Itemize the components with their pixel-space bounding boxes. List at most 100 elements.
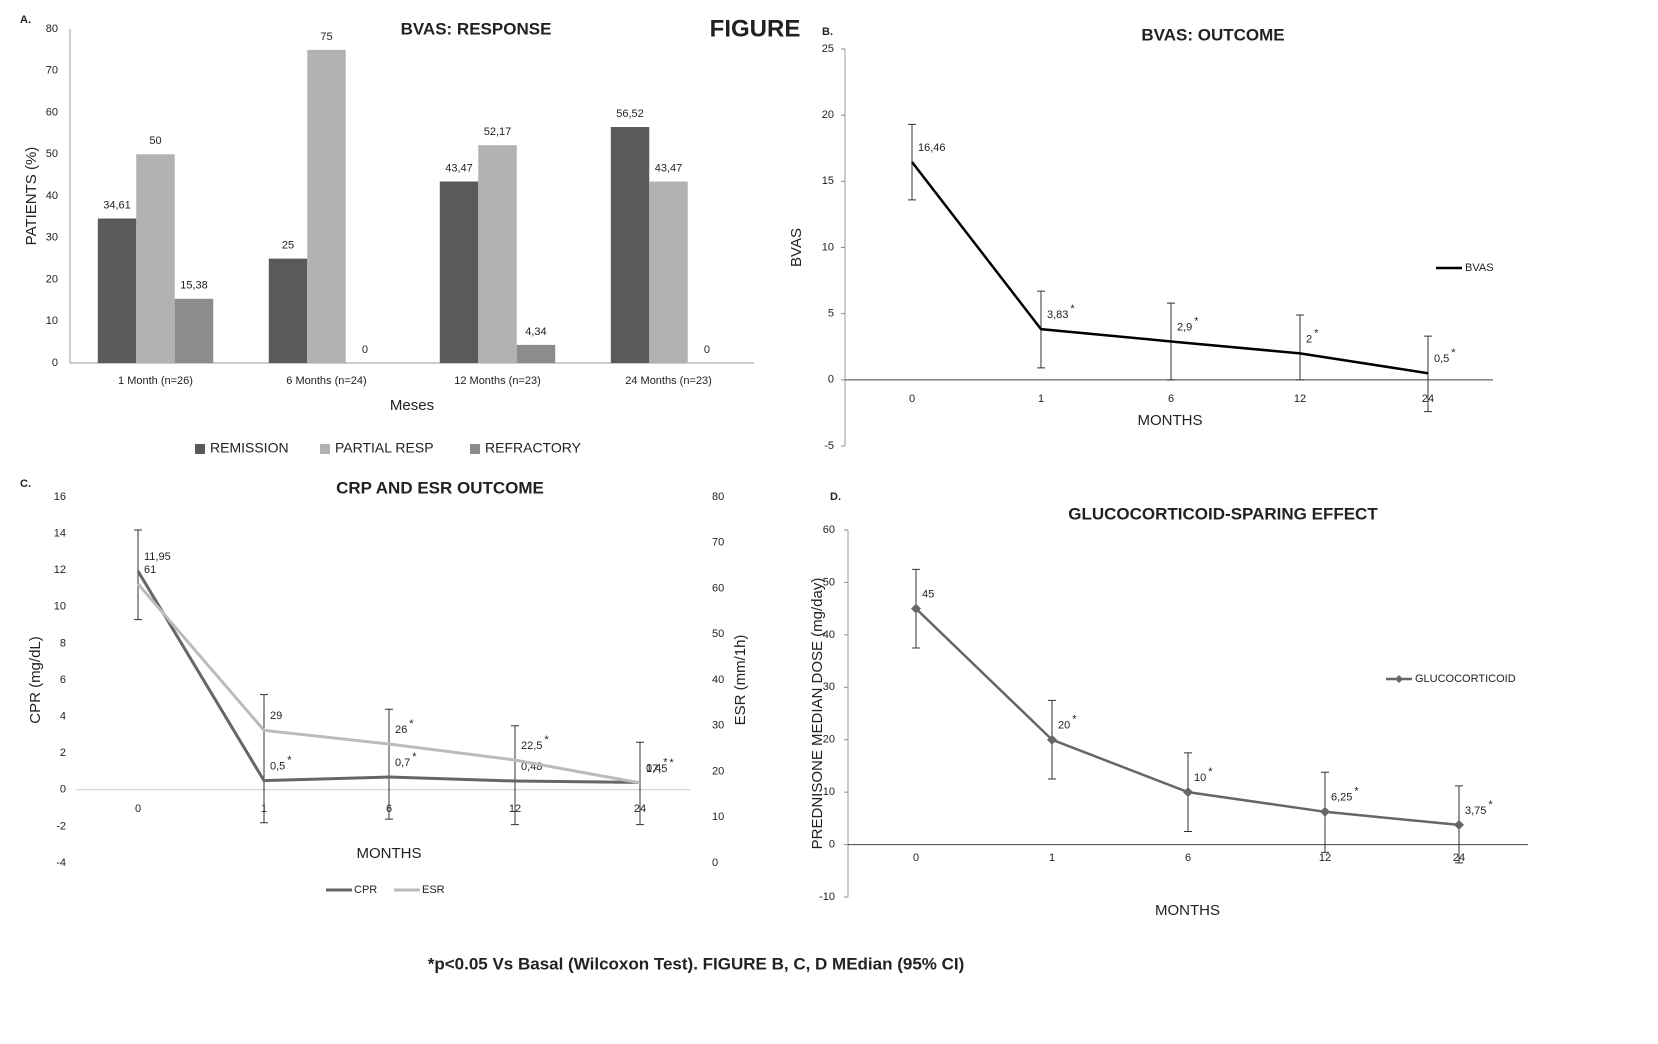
bar	[610, 127, 650, 364]
legend-label: ESR	[422, 884, 445, 896]
series-line	[136, 582, 641, 785]
x-axis-title: MONTHS	[1155, 902, 1220, 919]
legend-swatch	[320, 444, 330, 454]
value-label: 6,25	[1331, 792, 1352, 804]
marker	[911, 603, 921, 614]
error-bar	[134, 529, 142, 621]
panel-label: A.	[20, 14, 31, 26]
x-tick-label: 24 Months (n=23)	[625, 375, 712, 387]
significance-mark: *	[663, 756, 668, 768]
x-tick-label: 1 Month (n=26)	[118, 375, 193, 387]
chart-title: CRP AND ESR OUTCOME	[336, 478, 544, 497]
bar	[174, 298, 214, 363]
value-label: 0,7	[395, 757, 410, 769]
y-tick-label: -10	[819, 891, 835, 903]
value-label: 2	[1306, 333, 1312, 345]
bar	[97, 218, 137, 363]
chart-title: BVAS: RESPONSE	[401, 19, 552, 38]
y-axis-title: CPR (mg/dL)	[27, 636, 44, 724]
bar	[307, 49, 346, 363]
y2-axis-title: ESR (mm/1h)	[732, 635, 749, 726]
significance-mark: *	[1070, 303, 1075, 315]
y-tick-label: 12	[54, 564, 66, 576]
y-tick-label: 80	[712, 491, 724, 503]
error-bar	[636, 741, 644, 826]
y-tick-label: 70	[712, 537, 724, 549]
y-tick-label: 60	[712, 582, 724, 594]
x-tick-label: 1	[1038, 393, 1044, 405]
y-tick-label: -4	[56, 857, 66, 869]
x-tick-label: 12	[1294, 393, 1306, 405]
error-bar	[260, 694, 268, 824]
value-label: 61	[144, 564, 156, 576]
y-tick-label: 40	[712, 674, 724, 686]
y-tick-label: 2	[60, 747, 66, 759]
y-tick-label: 8	[60, 637, 66, 649]
significance-mark: *	[409, 718, 414, 730]
value-label: 11,95	[144, 551, 171, 563]
bar	[649, 181, 688, 363]
x-tick-label: 1	[1049, 852, 1055, 864]
marker	[1183, 787, 1193, 798]
value-label: 16,46	[918, 142, 946, 154]
y-axis-title: BVAS	[788, 228, 805, 267]
y-tick-label: 50	[823, 576, 835, 588]
y-tick-label: 20	[823, 734, 835, 746]
y-tick-label: 0	[829, 838, 835, 850]
value-label: 3,83	[1047, 309, 1068, 321]
significance-mark: *	[1194, 315, 1199, 327]
bar	[516, 344, 556, 363]
legend-label: REFRACTORY	[485, 440, 582, 456]
y-tick-label: 50	[46, 148, 58, 160]
value-label: 45	[922, 589, 934, 601]
value-label: 4,34	[525, 326, 546, 338]
series-line	[911, 161, 1429, 375]
value-label: 3,75	[1465, 805, 1486, 817]
y-tick-label: 20	[46, 273, 58, 285]
y-tick-label: 25	[822, 43, 834, 55]
y-axis-title: PATIENTS (%)	[23, 147, 40, 246]
significance-mark: *	[1314, 327, 1319, 339]
value-label: 15,38	[180, 280, 208, 292]
y-tick-label: 10	[54, 601, 66, 613]
y-tick-label: 30	[712, 720, 724, 732]
y-tick-label: 40	[46, 190, 58, 202]
x-tick-label: 6	[1185, 852, 1191, 864]
legend-label: REMISSION	[210, 440, 289, 456]
error-bar	[1296, 314, 1304, 381]
y-tick-label: -5	[824, 440, 834, 452]
y-tick-label: 5	[828, 308, 834, 320]
y-tick-label: 0	[52, 357, 58, 369]
y-tick-label: 10	[46, 315, 58, 327]
panel-label: B.	[822, 26, 833, 38]
y-tick-label: 70	[46, 65, 58, 77]
value-label: 17,5	[646, 763, 667, 775]
value-label: 10	[1194, 772, 1206, 784]
y-tick-label: 30	[823, 681, 835, 693]
y-tick-label: 40	[823, 629, 835, 641]
y-tick-label: 20	[712, 765, 724, 777]
significance-mark: *	[287, 755, 292, 767]
y-tick-label: 80	[46, 23, 58, 35]
value-label: 75	[320, 31, 332, 43]
bar	[268, 258, 308, 363]
y-axis-title: PREDNISONE MEDIAN DOSE (mg/day)	[809, 578, 826, 850]
bar	[478, 145, 517, 363]
chart-title: BVAS: OUTCOME	[1141, 25, 1284, 44]
marker	[1454, 819, 1464, 830]
value-label: 43,47	[655, 162, 683, 174]
legend-label: GLUCOCORTICOID	[1415, 673, 1516, 685]
x-tick-label: 0	[909, 393, 915, 405]
y-tick-label: 4	[60, 711, 66, 723]
value-label: 50	[149, 135, 161, 147]
x-axis-title: MONTHS	[1138, 412, 1203, 429]
y-tick-label: 60	[46, 106, 58, 118]
value-label: 22,5	[521, 740, 542, 752]
significance-mark: *	[1354, 786, 1359, 798]
error-bar	[385, 708, 393, 820]
legend-label: PARTIAL RESP	[335, 440, 434, 456]
legend-label: CPR	[354, 884, 377, 896]
x-axis-title: MONTHS	[357, 845, 422, 862]
y-tick-label: 14	[54, 528, 66, 540]
value-label: 0,5	[270, 761, 285, 773]
